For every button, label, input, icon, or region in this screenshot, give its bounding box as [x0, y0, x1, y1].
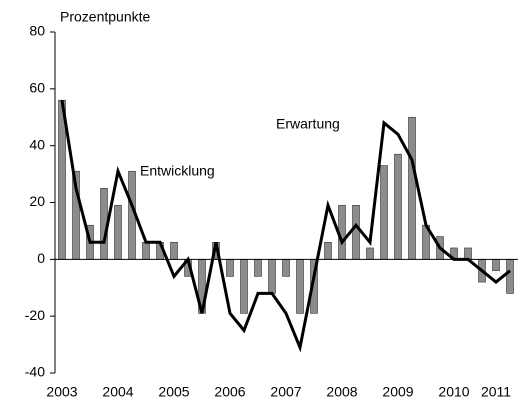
bar [282, 259, 290, 277]
bar [380, 165, 388, 260]
annotation: Erwartung [276, 116, 340, 132]
x-tick-label: 2008 [326, 384, 357, 400]
y-tick-label: 80 [29, 23, 45, 39]
x-tick-label: 2010 [438, 384, 469, 400]
x-tick-label: 2006 [214, 384, 245, 400]
bar [296, 259, 304, 314]
bar [352, 205, 360, 260]
x-tick-label: 2003 [46, 384, 77, 400]
y-tick-label: 20 [29, 193, 45, 209]
y-tick-label: 40 [29, 136, 45, 152]
annotation: Entwicklung [140, 163, 215, 179]
y-tick-label: -40 [25, 364, 45, 380]
x-tick-label: 2009 [382, 384, 413, 400]
x-tick-label: 2007 [270, 384, 301, 400]
line [60, 99, 511, 353]
bar [240, 259, 248, 314]
bar [114, 205, 122, 260]
bar [366, 247, 374, 260]
y-tick-label: 0 [37, 250, 45, 266]
bar [170, 241, 178, 260]
y-axis-title: Prozentpunkte [60, 9, 150, 25]
bar [142, 241, 150, 260]
x-tick-label: 2011 [481, 384, 511, 400]
bar [324, 241, 332, 260]
bar [464, 247, 472, 260]
y-tick-label: -20 [25, 307, 45, 323]
y-tick-label: 60 [29, 80, 45, 96]
bar [492, 259, 500, 272]
bar [254, 259, 262, 277]
bar [408, 116, 416, 260]
bar [394, 153, 402, 260]
bar [226, 259, 234, 277]
bar [268, 259, 276, 294]
x-tick-label: 2005 [158, 384, 189, 400]
x-tick-label: 2004 [102, 384, 133, 400]
bar [506, 259, 514, 294]
